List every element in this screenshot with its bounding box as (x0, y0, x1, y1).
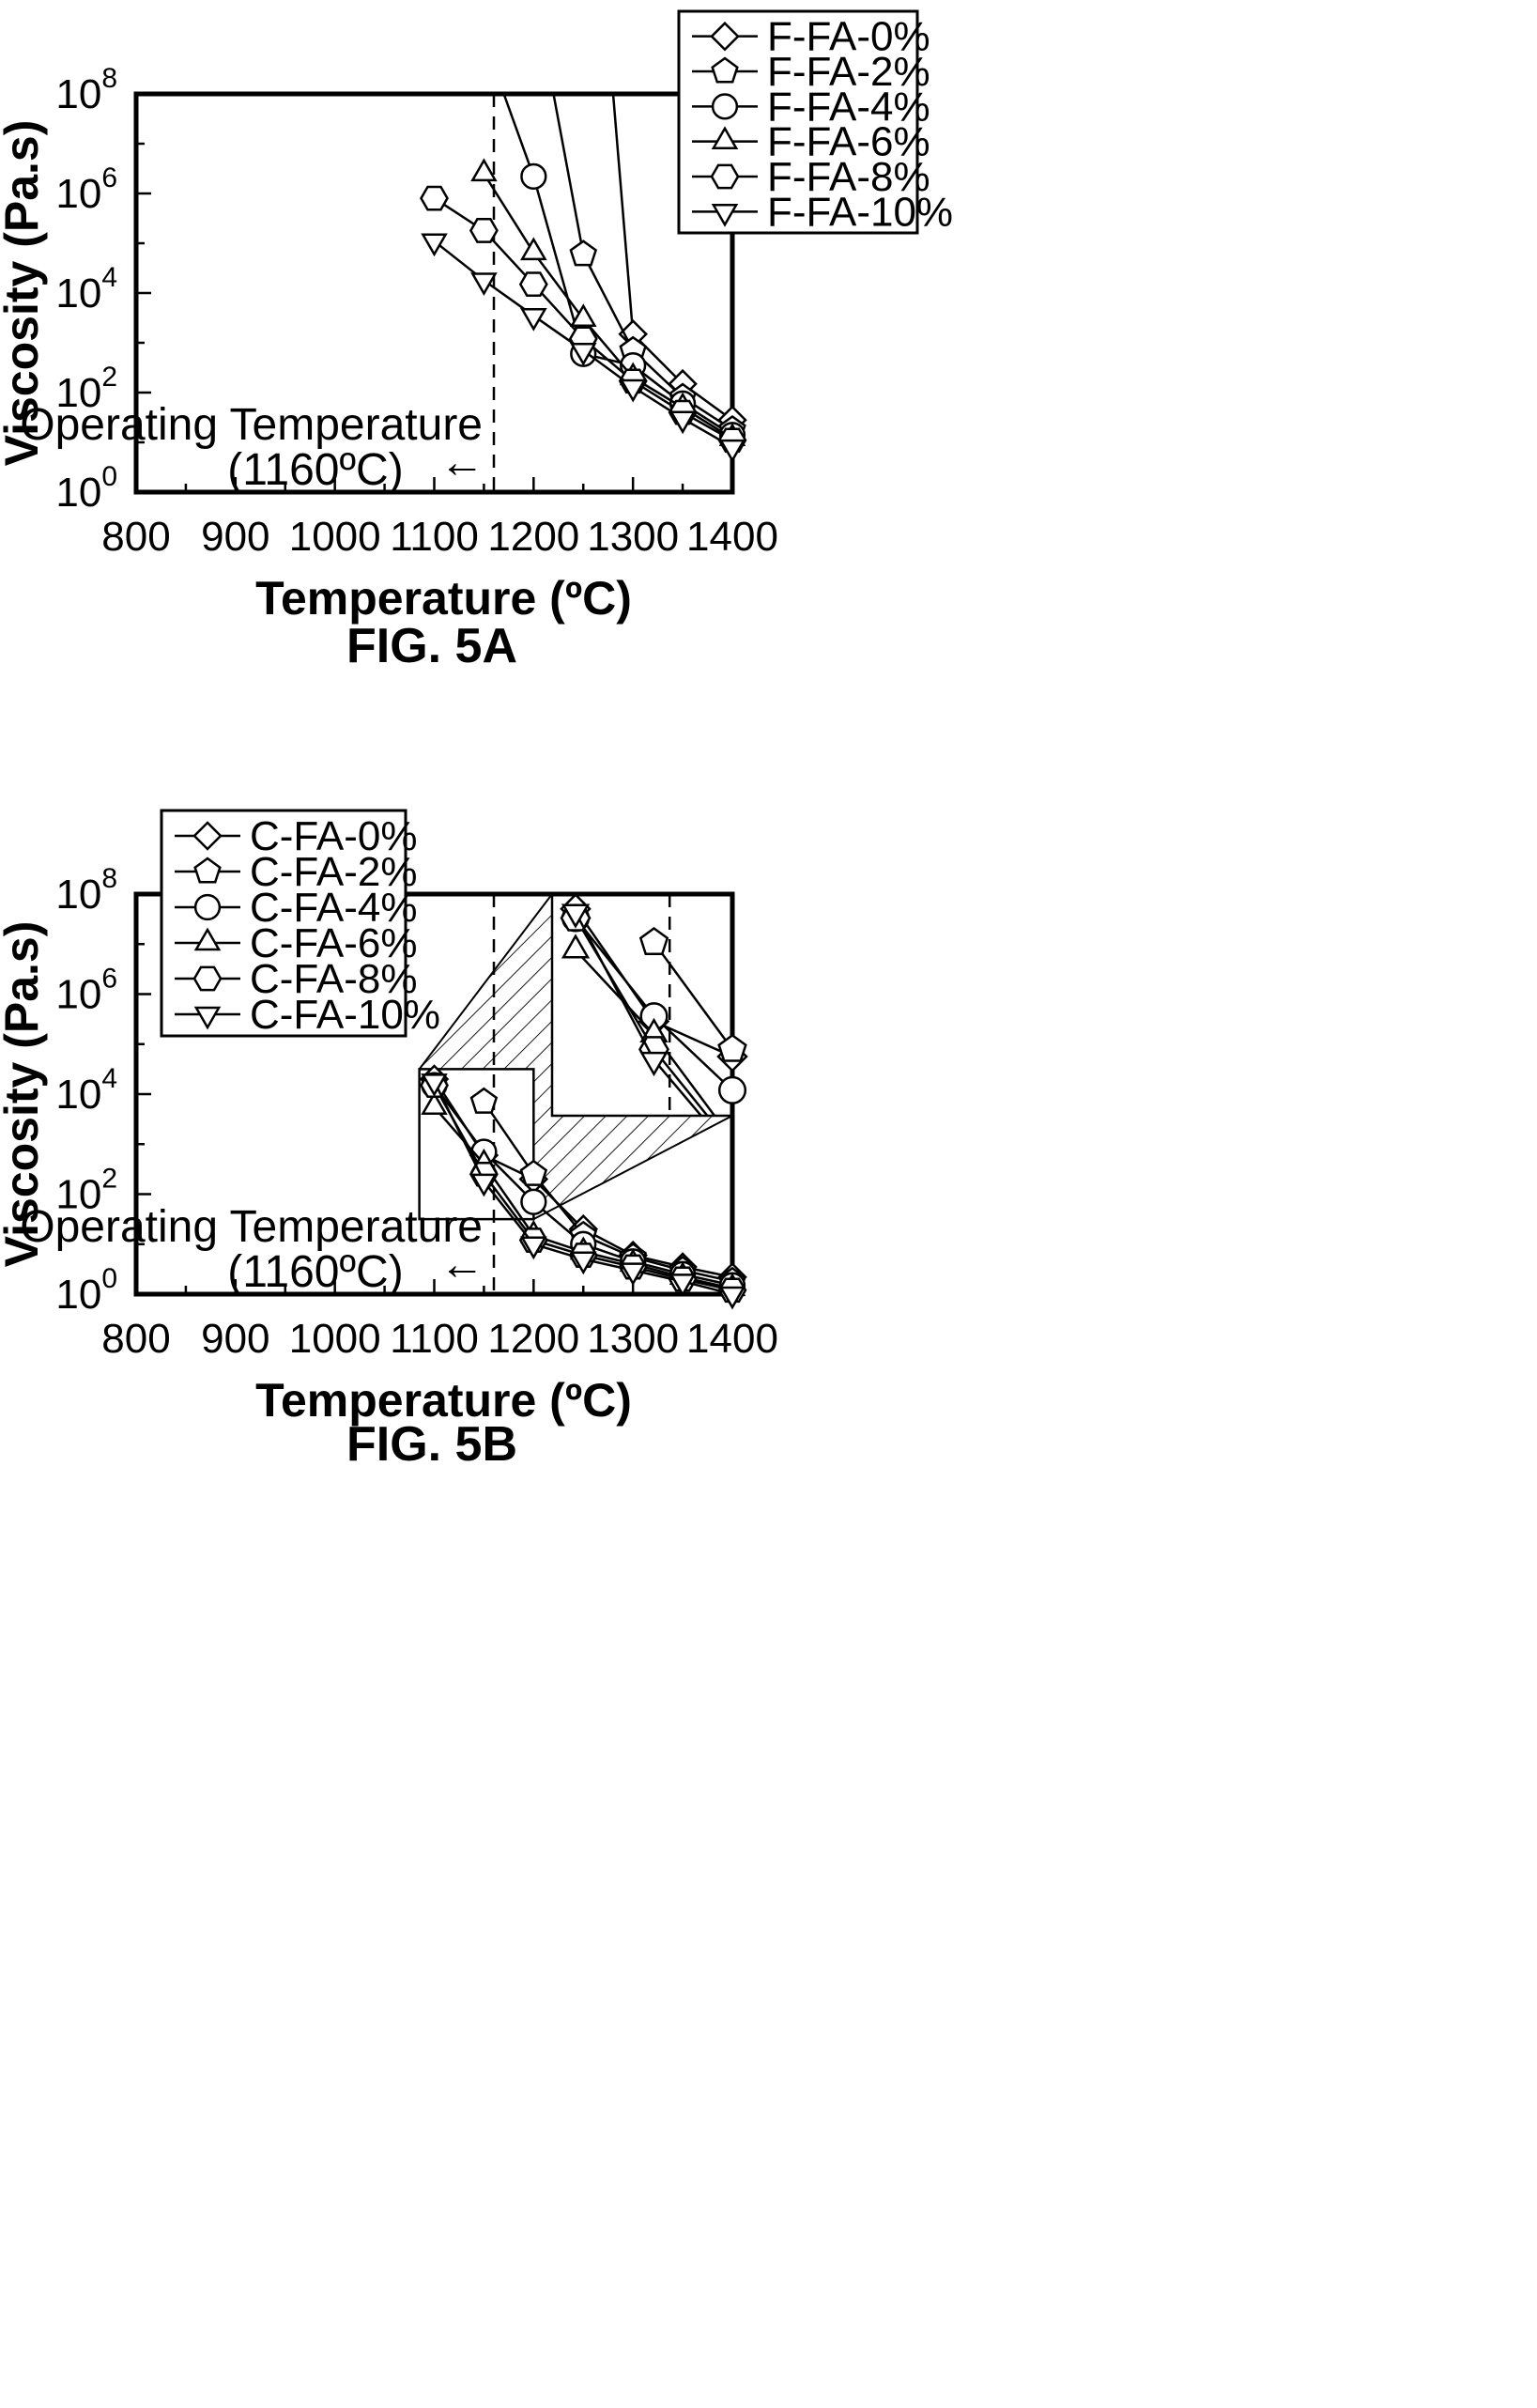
data-point-F-FA-10% (718, 439, 746, 463)
legend-marker-C-FA-2% (193, 857, 222, 884)
data-point-F-FA-4% (520, 162, 547, 190)
series-line-F-FA-0% (611, 94, 732, 422)
legend-marker-F-FA-6% (711, 126, 739, 149)
x-tick-label: 800 (101, 514, 170, 560)
legend-label: F-FA-8% (767, 154, 930, 200)
x-tick-label: 1100 (390, 1316, 479, 1362)
data-point-C-FA-4% (520, 1188, 547, 1215)
x-tick-label: 1400 (686, 1316, 778, 1362)
data-point-F-FA-2% (569, 239, 598, 267)
x-tick-label: 1300 (587, 1316, 679, 1362)
y-tick-label: 108 (55, 63, 117, 117)
data-point-F-FA-10% (619, 378, 647, 403)
legend-label: C-FA-6% (250, 920, 417, 966)
data-point-F-FA-10% (520, 307, 547, 332)
data-point-C-FA-10% (619, 1262, 647, 1287)
x-tick-label: 900 (201, 514, 269, 560)
data-point-C-FA-2% (469, 1087, 499, 1114)
annotation-arrow: ← (439, 438, 484, 487)
data-point-C-FA-10% (421, 1073, 448, 1097)
data-point-F-FA-10% (470, 272, 498, 297)
legend-marker-C-FA-6% (193, 927, 222, 951)
legend-marker-C-FA-0% (192, 821, 223, 851)
inset-series-line-C-FA-2% (653, 941, 732, 1052)
legend-label: C-FA-8% (250, 956, 417, 1002)
y-axis-title: Viscosity (Pa.s) (0, 921, 48, 1268)
data-point-C-FA-10% (470, 1173, 498, 1197)
y-axis-title: Viscosity (Pa.s) (0, 120, 48, 467)
y-tick-label: 104 (55, 1063, 117, 1118)
x-axis-title: Temperature (ºC) (255, 572, 632, 625)
legend-marker-F-FA-0% (710, 21, 740, 52)
legend-label: C-FA-0% (250, 813, 417, 859)
inset-data-point-C-FA-6% (561, 934, 591, 959)
chart-fig-5b: 800 900 1000 1100 1200 1300 1400 100 102 104 106 10… (0, 809, 778, 1472)
x-tick-label: 900 (201, 1316, 269, 1362)
legend-marker-C-FA-8% (192, 965, 223, 992)
annotation-line-1: Operating Temperature (20, 400, 483, 450)
legend-marker-F-FA-4% (711, 93, 739, 120)
legend-label: F-FA-6% (767, 119, 930, 165)
legend-marker-F-FA-2% (711, 56, 739, 84)
y-tick-label: 104 (55, 262, 117, 316)
legend-marker-F-FA-10% (711, 204, 739, 227)
annotation-arrow: ← (439, 1240, 484, 1289)
y-tick-label: 102 (55, 1164, 117, 1218)
annotation-line-2: (1160ºC) (227, 445, 403, 495)
data-point-F-FA-8% (518, 271, 548, 298)
legend-label: F-FA-10% (767, 189, 953, 235)
figure-caption: FIG. 5B (346, 1417, 517, 1472)
legend-marker-C-FA-4% (193, 893, 222, 921)
legend-label: C-FA-10% (250, 992, 440, 1038)
data-point-C-FA-10% (520, 1236, 547, 1260)
y-tick-label: 106 (55, 964, 117, 1018)
x-tick-label: 1100 (390, 514, 479, 560)
data-point-C-FA-10% (569, 1251, 597, 1275)
inset-data-point-C-FA-2% (638, 926, 669, 955)
inset-data-point-C-FA-10% (639, 1051, 669, 1077)
data-point-F-FA-10% (569, 342, 597, 366)
data-point-C-FA-2% (519, 1159, 548, 1186)
data-point-F-FA-6% (470, 158, 498, 182)
x-tick-label: 800 (101, 1316, 170, 1362)
legend-label: C-FA-2% (250, 849, 417, 895)
y-tick-label: 108 (55, 863, 117, 918)
x-tick-label: 1000 (289, 1316, 381, 1362)
x-axis-title: Temperature (ºC) (255, 1374, 632, 1427)
legend-marker-C-FA-10% (193, 1006, 222, 1030)
data-point-F-FA-10% (669, 410, 697, 435)
y-tick-label: 106 (55, 162, 117, 217)
legend-label: F-FA-0% (767, 14, 930, 60)
legend-label: F-FA-2% (767, 49, 930, 95)
legend-marker-F-FA-8% (710, 163, 740, 190)
x-tick-label: 1200 (487, 1316, 579, 1362)
x-tick-label: 1200 (487, 514, 579, 560)
data-point-C-FA-6% (421, 1091, 448, 1116)
data-point-C-FA-10% (669, 1273, 697, 1297)
legend (160, 809, 407, 1038)
y-tick-label: 100 (55, 461, 117, 516)
x-tick-label: 1000 (289, 514, 381, 560)
y-tick-label: 102 (55, 362, 117, 416)
chart-fig-5a: 800 900 1000 1100 1200 1300 1400 100 102 104 106 10… (0, 9, 953, 673)
inset-data-point-C-FA-4% (717, 1075, 747, 1104)
annotation-line-2: (1160ºC) (227, 1247, 403, 1297)
figure-caption: FIG. 5A (346, 619, 517, 673)
annotation-line-1: Operating Temperature (20, 1202, 483, 1252)
x-tick-label: 1300 (587, 514, 679, 560)
data-point-F-FA-6% (520, 237, 547, 261)
data-point-F-FA-8% (420, 185, 449, 211)
x-tick-label: 1400 (686, 514, 778, 560)
legend (677, 9, 919, 235)
legend-label: F-FA-4% (767, 84, 930, 130)
inset-data-point-C-FA-10% (561, 903, 591, 929)
data-point-F-FA-6% (569, 303, 597, 327)
data-point-F-FA-8% (469, 218, 499, 243)
data-point-C-FA-10% (718, 1286, 746, 1310)
inset-data-point-C-FA-2% (717, 1033, 747, 1062)
legend-label: C-FA-4% (250, 885, 417, 931)
y-tick-label: 100 (55, 1263, 117, 1318)
data-point-F-FA-10% (421, 233, 448, 257)
